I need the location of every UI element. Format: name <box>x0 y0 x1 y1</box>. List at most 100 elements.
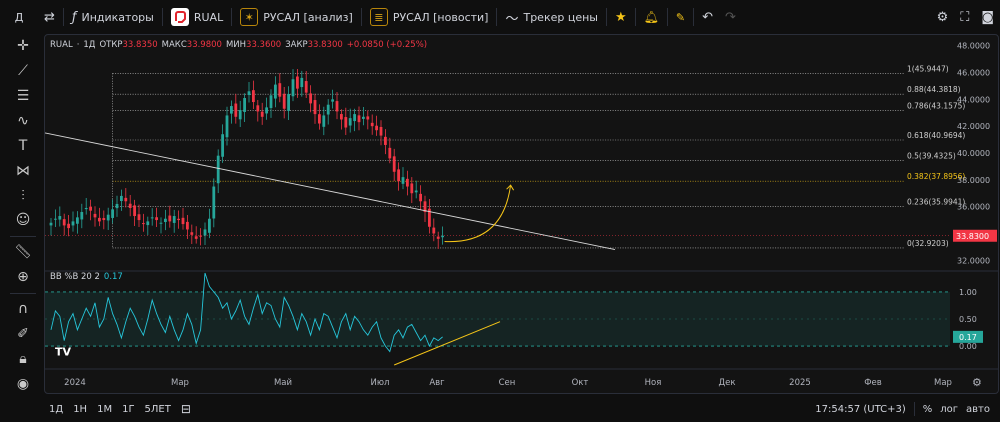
crosshair-icon[interactable]: ✛ <box>17 38 29 55</box>
fib-level-label: 0.786(43.1575) <box>907 102 965 111</box>
news-label: РУСАЛ [новости] <box>392 10 489 24</box>
indicators-button[interactable]: ƒ Индикаторы <box>66 0 160 34</box>
symbol-button[interactable]: RUAL <box>165 0 229 34</box>
log-toggle[interactable]: лог <box>940 403 959 415</box>
price-tick-label: 38.0000 <box>957 176 990 185</box>
fib-level-label: 0.5(39.4325) <box>907 152 956 161</box>
candle-body <box>392 156 396 172</box>
lock-icon[interactable]: 🔒︎ <box>19 350 27 367</box>
candle-body <box>287 93 290 111</box>
fib-level-label: 1(45.9447) <box>907 64 949 73</box>
range-1m-button[interactable]: 1М <box>97 403 113 415</box>
candle-body <box>89 206 92 211</box>
fullscreen-icon[interactable]: ⛶ <box>960 9 970 25</box>
drawing-toolbar: ✛ ⟋ ☰ ∿ T ⋈ ⫶ ☺ 📏︎ ⊕ ∩ ✐ 🔒︎ ◉ <box>0 34 46 396</box>
chart-canvas[interactable]: 1(45.9447) 0.88(44.3818) 0.786(43.1575) 0.6… <box>45 35 999 394</box>
candle-body <box>388 147 392 159</box>
indicator-name: BB %B 20 2 <box>50 272 100 282</box>
percent-toggle[interactable]: % <box>922 403 933 415</box>
candle-body <box>159 222 163 224</box>
open-label: ОТКР <box>99 40 123 50</box>
candle-body <box>115 203 119 209</box>
zoom-icon[interactable]: ⊕ <box>17 269 29 286</box>
undo-icon[interactable]: ↶ <box>702 9 713 25</box>
trend-line <box>45 132 616 251</box>
candle-body <box>194 236 198 239</box>
range-5y-button[interactable]: 5ЛЕТ <box>144 403 171 415</box>
time-tick-label: Сен <box>499 378 516 388</box>
candle-body <box>269 95 273 108</box>
news-button[interactable]: ≣ РУСАЛ [новости] <box>364 0 495 34</box>
candle-body <box>296 76 299 89</box>
forecast-tool-icon[interactable]: ⫶ <box>21 187 25 204</box>
candle-body <box>274 84 277 99</box>
candle-body <box>344 117 348 128</box>
candle-body <box>379 126 383 136</box>
price-legend: RUAL · 1Д ОТКР33.8350 МАКС33.9800 МИН33.… <box>50 40 428 50</box>
candle-body <box>414 190 418 193</box>
settings-icon[interactable]: ⚙ <box>936 9 949 25</box>
candle-body <box>225 115 229 138</box>
tradingview-logo-icon: TV <box>55 345 72 358</box>
brush-icon[interactable]: ✎ <box>675 10 686 24</box>
candle-body <box>291 79 295 97</box>
account-button[interactable]: Д <box>0 0 38 34</box>
alert-icon[interactable]: 🔔︎ <box>643 10 659 24</box>
pattern-tool-icon[interactable]: ⋈ <box>16 162 30 179</box>
toolbar-divider <box>605 8 607 26</box>
candle-body <box>221 134 224 157</box>
candle-body <box>124 197 128 202</box>
indicator-value: 0.17 <box>103 272 123 282</box>
brush-tool-icon[interactable]: ∿ <box>17 113 29 129</box>
low-value: 33.3600 <box>246 40 282 50</box>
candle-body <box>71 221 75 226</box>
candle-body <box>62 219 66 226</box>
camera-icon[interactable]: ◙ <box>981 9 994 25</box>
date-range-icon[interactable]: ⊟ <box>180 402 191 416</box>
text-tool-icon[interactable]: T <box>18 137 28 154</box>
eye-icon[interactable]: ◉ <box>16 375 30 392</box>
candle-body <box>401 177 405 184</box>
candle-body <box>247 91 251 96</box>
time-tick-label: 2024 <box>64 378 86 388</box>
time-tick-label: Дек <box>718 378 735 388</box>
candle-body <box>243 98 246 112</box>
range-1y-button[interactable]: 1Г <box>122 403 135 415</box>
price-tracker-button[interactable]: 〜 Трекер цены <box>499 0 604 34</box>
clock[interactable]: 17:54:57 (UTC+3) <box>815 403 906 415</box>
candle-body <box>436 236 440 239</box>
candle-body <box>375 125 378 131</box>
auto-toggle[interactable]: авто <box>966 403 990 415</box>
analysis-icon: ✶ <box>240 8 259 26</box>
candle-body <box>49 222 53 226</box>
toolbar-divider <box>693 8 695 26</box>
candle-body <box>406 178 409 187</box>
favorite-icon[interactable]: ★ <box>614 9 627 25</box>
magnet-icon[interactable]: ∩ <box>17 301 29 318</box>
compare-icon[interactable]: ⇄ <box>44 9 55 25</box>
candle-body <box>265 107 268 114</box>
redo-icon[interactable]: ↷ <box>725 9 736 25</box>
candle-body <box>120 195 123 202</box>
toolbar-divider <box>496 8 498 26</box>
candle-body <box>142 223 145 225</box>
trendline-icon[interactable]: ⟋ <box>18 63 28 80</box>
candle-body <box>331 99 334 102</box>
candle-body <box>58 216 62 220</box>
candle-body <box>164 218 167 223</box>
candle-body <box>366 116 370 120</box>
emoji-icon[interactable]: ☺ <box>15 212 31 229</box>
ruler-icon[interactable]: 📏︎ <box>14 244 32 261</box>
chart-panel[interactable]: 1(45.9447) 0.88(44.3818) 0.786(43.1575) 0.6… <box>44 34 999 394</box>
range-1w-button[interactable]: 1Н <box>73 403 88 415</box>
range-1d-button[interactable]: 1Д <box>49 403 64 415</box>
candle-body <box>84 207 88 210</box>
toolbar-divider <box>634 8 636 26</box>
fib-tool-icon[interactable]: ☰ <box>16 88 30 105</box>
candle-body <box>256 105 260 112</box>
analysis-button[interactable]: ✶ РУСАЛ [анализ] <box>234 0 359 34</box>
candle-body <box>432 227 436 234</box>
lock-drawings-icon[interactable]: ✐ <box>17 325 29 342</box>
time-tick-label: Фев <box>864 378 882 388</box>
